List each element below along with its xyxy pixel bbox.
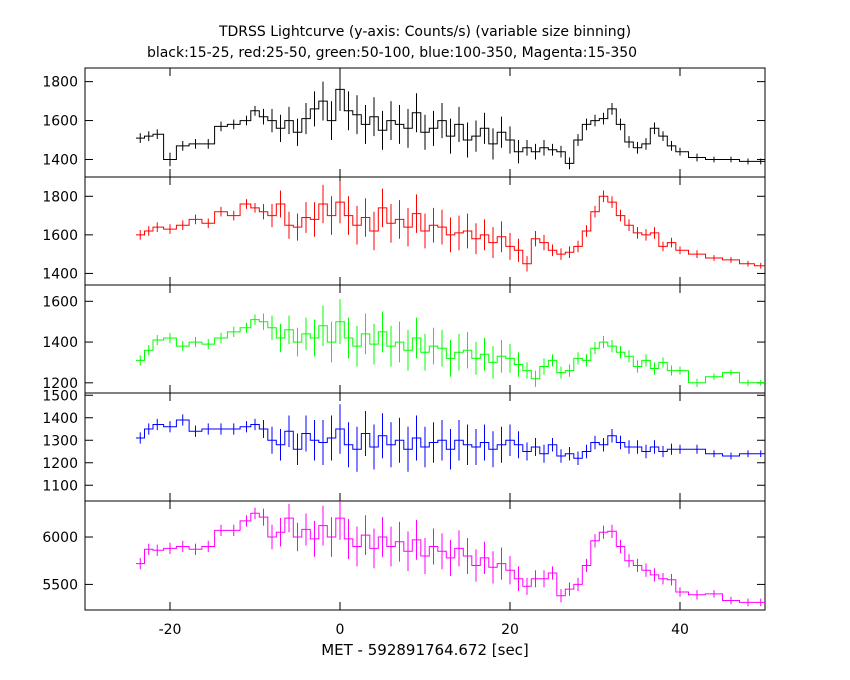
series-line [136,88,765,164]
panel-black: 1400 1600 1800 [42,67,766,178]
series-line [136,319,765,384]
chart-title: TDRSS Lightcurve (y-axis: Counts/s) (var… [218,24,631,40]
panel-green: 1200 1400 1600 [42,284,766,394]
series-magenta [136,501,765,607]
series-line [136,512,765,603]
x-tick-label: -20 [159,622,182,638]
panel-blue: 1100 1200 1300 1400 1500 [42,388,766,502]
series-line [136,419,765,459]
series-green [136,299,765,387]
y-tick-label: 1600 [42,114,78,130]
y-tick-label: 1400 [42,152,78,168]
y-tick-label: 1200 [42,376,78,392]
x-axis: -20 0 20 40 [159,622,689,638]
y-tick-label: 1200 [42,456,78,472]
y-tick-label: 1400 [42,335,78,351]
x-tick-label: 40 [671,622,689,638]
panel-magenta: 5500 6000 [42,500,766,611]
x-tick-label: 0 [336,622,345,638]
y-tick-label: 1600 [42,228,78,244]
chart-subtitle: black:15-25, red:25-50, green:50-100, bl… [147,45,637,61]
series-line [136,195,765,267]
panel-frame [84,500,766,611]
series-black [136,68,765,170]
panels-group: 1400 1600 1800 1400 1600 1800 1200 1400 1600 1100… [42,67,766,611]
y-tick-label: 1800 [42,75,78,91]
panel-red: 1400 1600 1800 [42,176,766,286]
y-tick-label: 1800 [42,189,78,205]
x-axis-label: MET - 592891764.672 [sec] [321,641,529,659]
y-tick-label: 1500 [42,388,78,404]
y-tick-label: 1300 [42,433,78,449]
y-tick-label: 1100 [42,478,78,494]
series-blue [136,404,765,472]
y-tick-label: 6000 [42,530,78,546]
y-tick-label: 1400 [42,411,78,427]
y-tick-label: 5500 [42,577,78,593]
y-tick-label: 1400 [42,266,78,282]
series-red [136,180,765,272]
y-tick-label: 1600 [42,294,78,310]
x-tick-label: 20 [501,622,519,638]
